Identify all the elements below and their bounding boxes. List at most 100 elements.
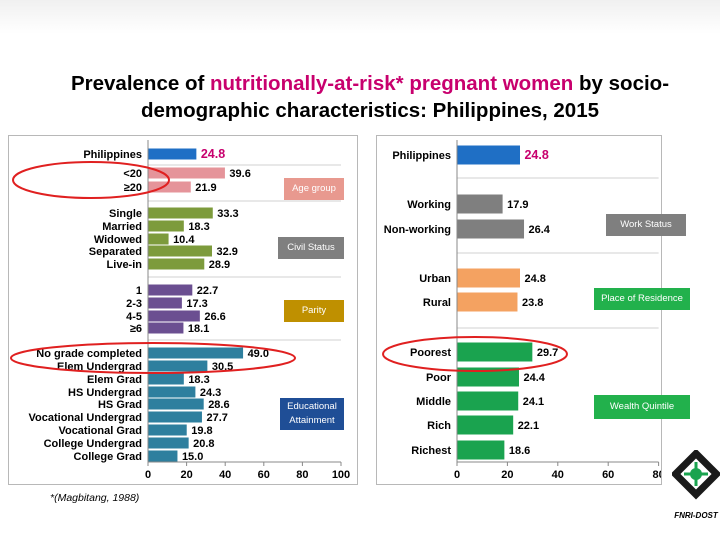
bar-rural [457,292,518,312]
category-label-middle: Middle [416,396,451,408]
value-label-hs-grad: 28.6 [208,399,229,411]
category-label-poor: Poor [426,372,452,384]
category-label-vocational-grad: Vocational Grad [58,425,142,437]
x-tick-label: 100 [332,469,350,481]
bar-college-grad [148,450,178,462]
category-label-working: Working [407,199,451,211]
category-label-vocational-undergrad: Vocational Undergrad [29,412,142,424]
group-label-age: Age group [284,178,344,200]
category-label-rural: Rural [423,297,451,309]
value-label-widowed: 10.4 [173,234,195,246]
value-label-poor: 24.4 [523,372,545,384]
bar-middle [457,391,519,411]
bar-rich [457,415,514,435]
x-tick-label: 80 [652,469,661,481]
group-label-work-status: Work Status [606,214,686,236]
bar-separated [148,245,212,257]
bar-elem-undergrad [148,360,208,372]
group-label-wealth-quintile: Wealth Quintile [594,395,690,419]
value-label-richest: 18.6 [509,445,530,457]
value-label-2-3: 17.3 [186,298,207,310]
bar-richest [457,440,505,460]
category-label-live-in: Live-in [107,259,143,271]
category-label-poorest: Poorest [410,347,451,359]
x-tick-label: 80 [296,469,308,481]
value-label-working: 17.9 [507,199,528,211]
value-label-middle: 24.1 [523,396,544,408]
group-label-civil-status: Civil Status [278,237,344,259]
category-label-elem-grad: Elem Grad [87,374,142,386]
category-label-hs-undergrad: HS Undergrad [68,387,142,399]
group-label-parity: Parity [284,300,344,322]
value-label-single: 33.3 [217,208,238,220]
value-label-rural: 23.8 [522,297,543,309]
bar-college-undergrad [148,437,189,449]
category-label-no-grade-completed: No grade completed [36,348,142,360]
chart-left-panel: 0 20 40 60 80 100 Philippines 24.8 <20 39.6 ≥20 21.… [8,135,358,485]
fnri-logo-icon [672,450,720,500]
value-label-hs-undergrad: 24.3 [200,387,221,399]
category-label-college-undergrad: College Undergrad [44,438,142,450]
chart-right: 0 20 40 60 80 Philippines 24.8 Working 17.9 Non-w… [382,140,661,481]
group-label-educational-attainment: Educational Attainment [280,398,344,430]
category-label-4-5: 4-5 [126,311,142,323]
top-band [0,0,720,34]
category-label-married: Married [102,221,142,233]
bar-poorest [457,342,533,362]
value-label-elem-grad: 18.3 [188,374,209,386]
value-label-1: 22.7 [197,285,218,297]
category-label-hs-grad: HS Grad [98,399,142,411]
logo-text: FNRI-DOST [674,511,718,520]
value-label-philippines: 24.8 [201,147,225,161]
bar-vocational-grad [148,424,187,436]
value-label-rich: 22.1 [518,420,539,432]
category-label-1: 1 [136,285,142,297]
category-label-ge20: ≥20 [124,182,142,194]
value-label-vocational-grad: 19.8 [191,425,212,437]
value-label-lt20: 39.6 [229,168,250,180]
bar-live-in [148,258,205,270]
value-label-vocational-undergrad: 27.7 [206,412,227,424]
bar-poor [457,367,519,387]
value-label-ge20: 21.9 [195,182,216,194]
value-label-college-grad: 15.0 [182,451,203,463]
value-label-urban: 24.8 [524,273,545,285]
value-label-poorest: 29.7 [537,347,558,359]
group-label-place-of-residence: Place of Residence [594,288,690,310]
bar-1 [148,284,193,296]
value-label-4-5: 26.6 [204,311,225,323]
category-label-urban: Urban [419,273,451,285]
bar-hs-grad [148,398,204,410]
x-tick-label: 20 [501,469,513,481]
category-label-philippines: Philippines [83,149,142,161]
bar-working [457,194,503,214]
bar-ge6 [148,322,184,334]
category-label-single: Single [109,208,142,220]
x-tick-label: 40 [552,469,564,481]
x-tick-label: 20 [180,469,192,481]
highlight-circle [382,336,568,372]
bar-non-working [457,219,525,239]
title-highlight: nutritionally-at-risk* pregnant women [209,72,574,95]
category-label-philippines: Philippines [392,150,451,162]
bar-no-grade-completed [148,347,244,359]
title-part2: by socio-demographic characteristics: Ph… [140,72,670,122]
category-label-college-grad: College Grad [74,451,142,463]
chart-right-panel: 0 20 40 60 80 Philippines 24.8 Working 17.9 Non-w… [376,135,690,485]
bar-philippines [457,145,520,165]
bar-lt20 [148,167,225,179]
bar-vocational-undergrad [148,411,202,423]
category-label-richest: Richest [411,445,451,457]
bar-2-3 [148,297,182,309]
bar-elem-grad [148,373,184,385]
x-tick-label: 0 [145,469,151,481]
category-label-lt20: <20 [123,168,142,180]
value-label-ge6: 18.1 [188,323,209,335]
bar-hs-undergrad [148,386,196,398]
footnote: *(Magbitang, 1988) [50,492,140,504]
value-label-live-in: 28.9 [209,259,230,271]
value-label-college-undergrad: 20.8 [193,438,214,450]
title-part1: Prevalence of [70,72,210,95]
bar-ge20 [148,181,191,193]
value-label-non-working: 26.4 [529,224,551,236]
